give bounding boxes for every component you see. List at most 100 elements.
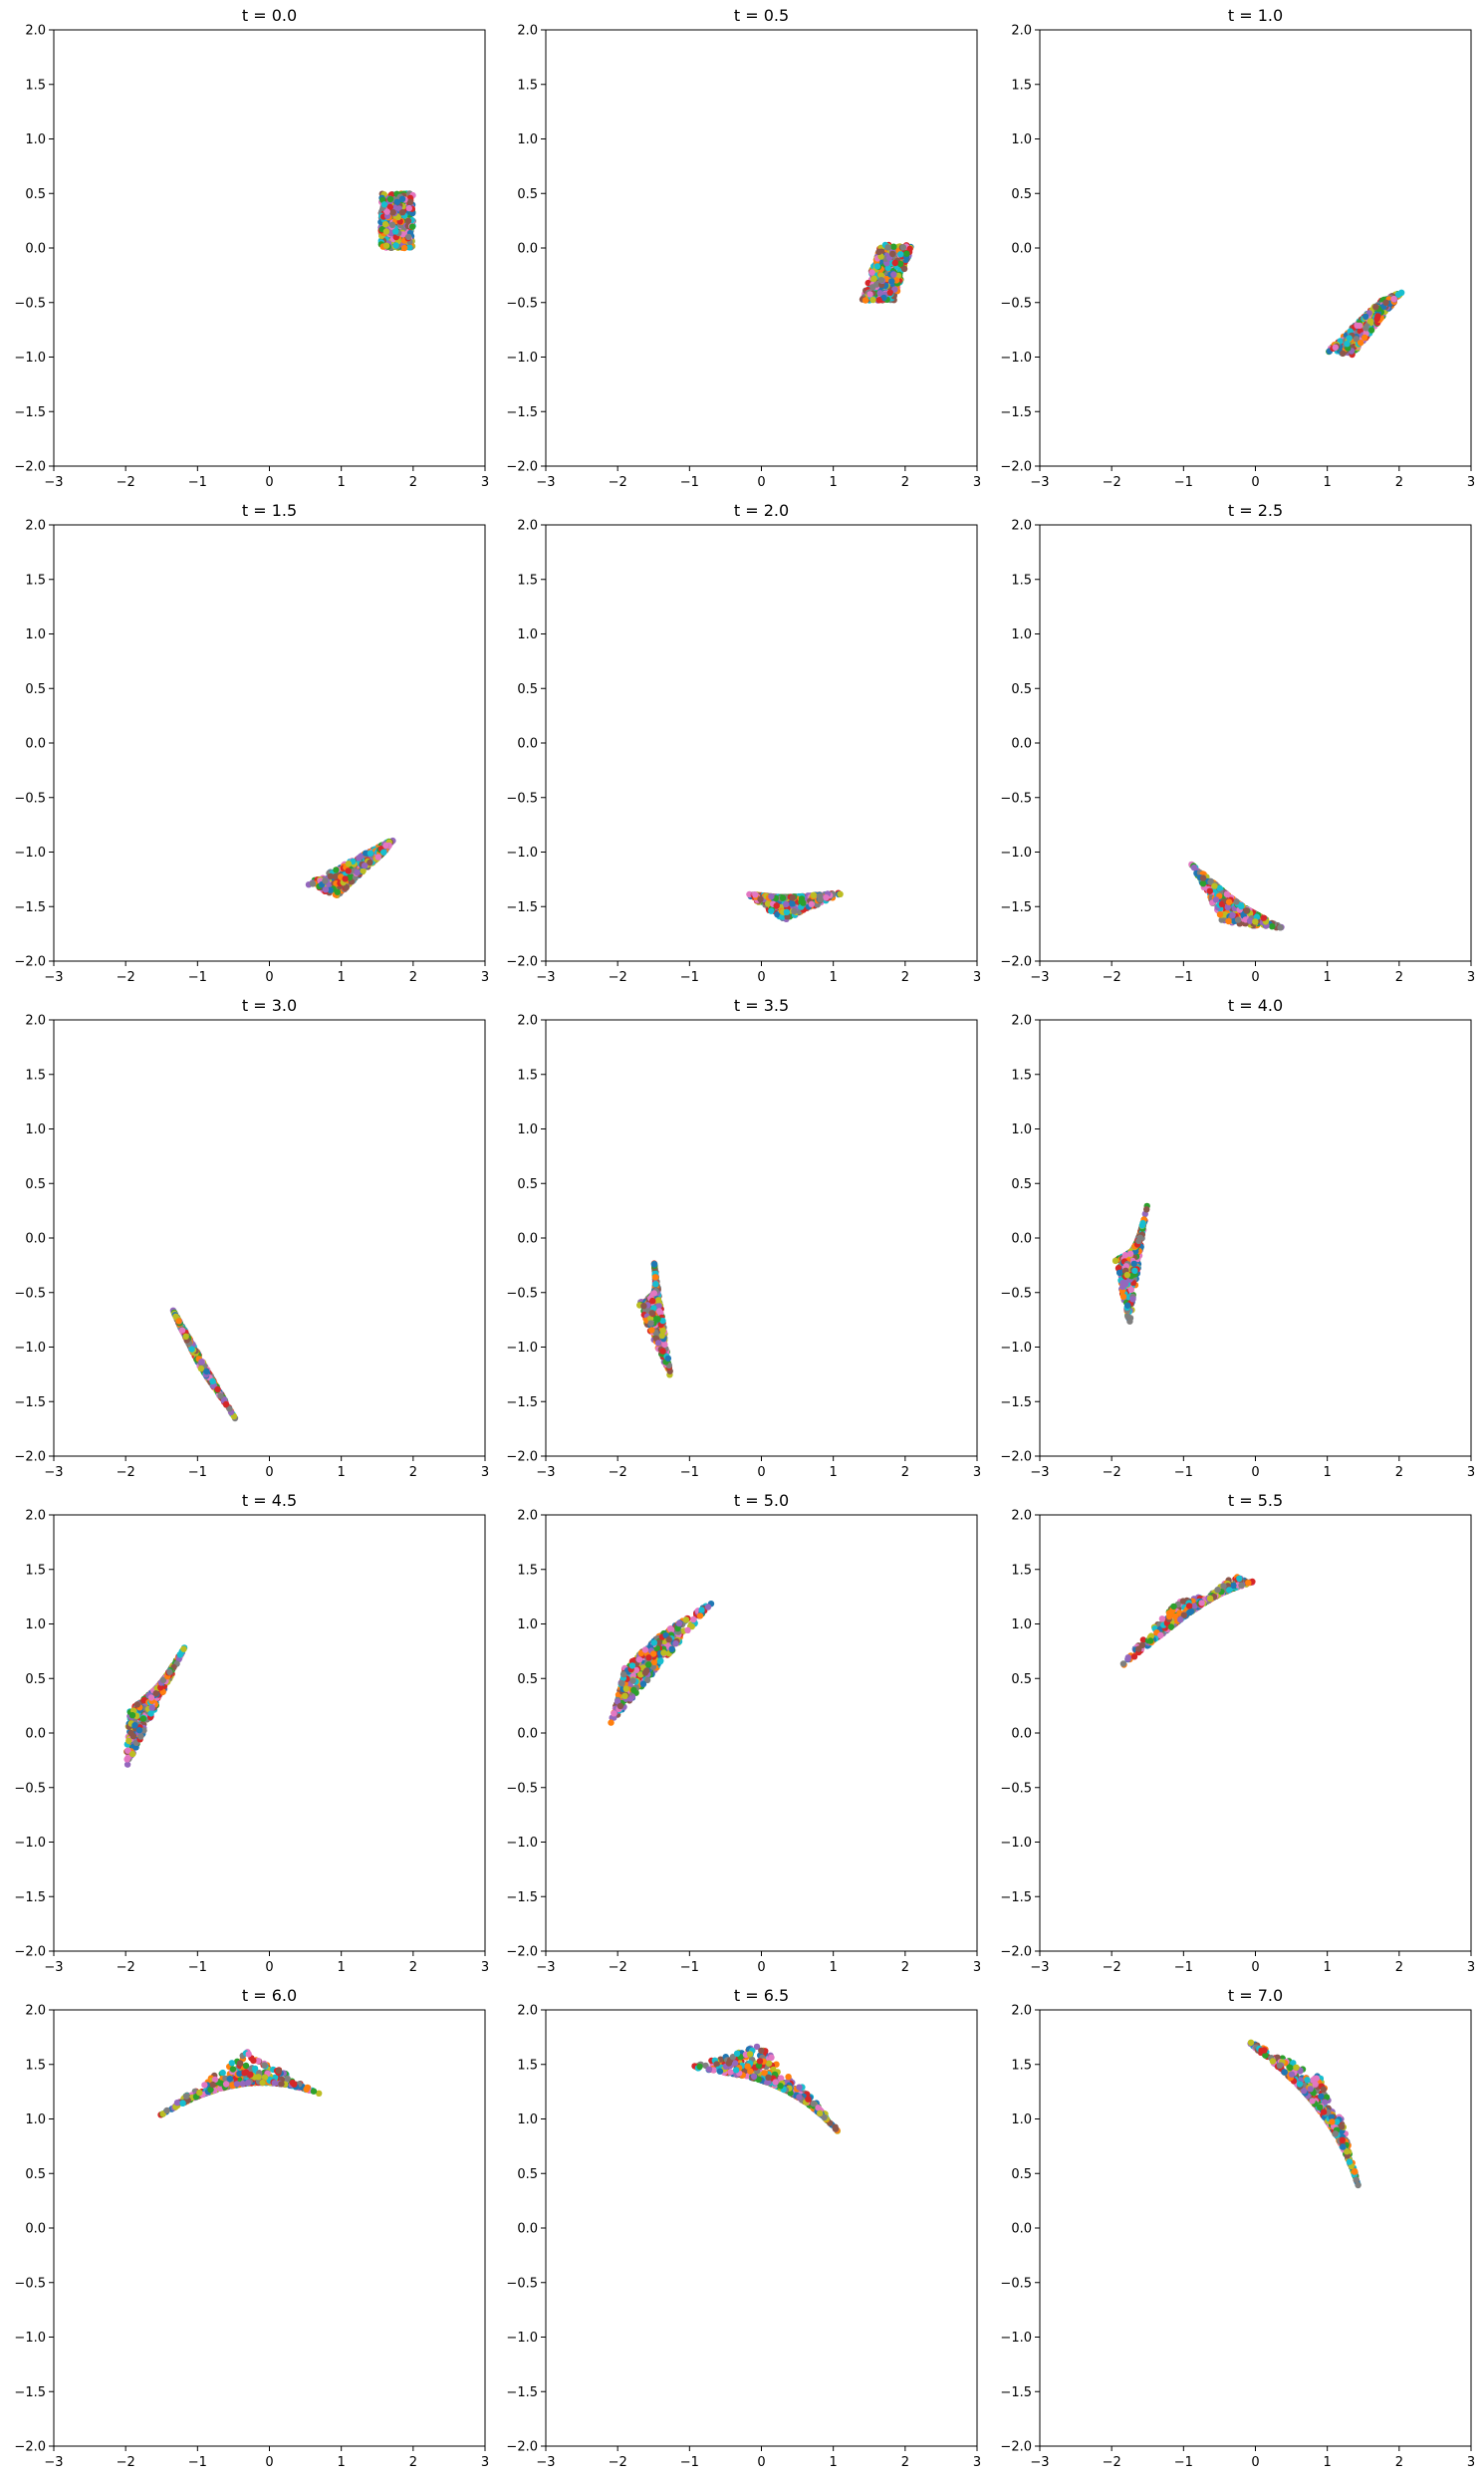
data-point (217, 1392, 224, 1399)
x-tick-label: 2 (409, 1960, 417, 1975)
data-point (650, 1639, 658, 1646)
data-point (386, 195, 394, 203)
data-point (345, 868, 352, 874)
y-tick-label: −1.5 (1000, 1395, 1032, 1410)
y-tick-label: 0.5 (1011, 682, 1032, 697)
data-point (405, 204, 412, 212)
data-point (837, 890, 844, 897)
y-tick-label: 1.0 (25, 1617, 46, 1632)
data-point (1332, 344, 1340, 351)
axes-frame (545, 1514, 978, 1952)
data-point (800, 899, 807, 906)
y-tick-label: −2.0 (14, 460, 46, 475)
data-point (897, 251, 904, 258)
data-point (125, 1737, 132, 1745)
data-point (380, 201, 388, 208)
x-tick-label: 3 (1467, 1465, 1475, 1480)
axes-frame (53, 29, 486, 467)
x-tick-label: 1 (338, 1465, 346, 1480)
data-point (823, 894, 830, 901)
subplot-title: t = 2.0 (734, 501, 789, 520)
data-point (392, 228, 399, 235)
subplot-title: t = 1.5 (242, 501, 297, 520)
y-tick-label: −2.0 (14, 1945, 46, 1960)
data-point (903, 250, 910, 257)
data-point (309, 880, 317, 887)
axes-frame (53, 1514, 486, 1952)
y-tick-label: −0.5 (1000, 1286, 1032, 1301)
y-tick-label: −1.0 (506, 351, 538, 366)
data-point (367, 859, 373, 867)
data-point (1390, 295, 1397, 303)
scatter-points (746, 889, 844, 922)
data-point (650, 1261, 658, 1268)
data-point (374, 854, 381, 861)
data-point (1211, 882, 1218, 889)
scatter-points (636, 1260, 673, 1378)
x-tick-label: −2 (1103, 970, 1121, 985)
data-point (862, 297, 869, 304)
x-tick-label: 2 (901, 475, 909, 490)
data-point (1112, 1257, 1119, 1265)
data-point (408, 223, 416, 230)
y-tick-label: −1.5 (14, 1395, 46, 1410)
x-tick-label: −3 (536, 1960, 555, 1975)
data-point (1344, 341, 1351, 348)
data-point (628, 1662, 636, 1669)
data-point (392, 242, 399, 249)
y-tick-label: −0.5 (1000, 791, 1032, 806)
data-point (1124, 1313, 1131, 1321)
y-tick-label: 0.5 (517, 1177, 538, 1192)
subplot-4: t = 1.5−3 −2 −1 0 1 2 3−2.0−1.5−1.0−0.50.00.51… (14, 501, 489, 985)
y-tick-label: 0.0 (517, 242, 538, 257)
data-point (791, 907, 798, 915)
data-point (203, 1367, 210, 1375)
y-tick-label: −0.5 (506, 1286, 538, 1301)
data-point (1346, 335, 1353, 342)
data-point (1260, 914, 1268, 921)
data-point (622, 1685, 629, 1692)
data-point (148, 1704, 155, 1711)
data-point (659, 1348, 666, 1355)
x-tick-label: 2 (901, 1465, 909, 1480)
data-point (779, 894, 787, 901)
data-point (900, 265, 908, 273)
y-tick-label: −0.5 (14, 1781, 46, 1796)
x-tick-label: −3 (1030, 970, 1049, 985)
data-point (137, 1733, 144, 1740)
subplot-title: t = 0.0 (242, 6, 297, 25)
y-tick-label: 2.0 (25, 1509, 46, 1524)
x-tick-label: 2 (409, 475, 417, 490)
data-point (128, 1712, 136, 1719)
x-tick-label: −3 (44, 970, 63, 985)
y-tick-label: 0.5 (25, 1672, 46, 1687)
data-point (1135, 1237, 1142, 1245)
x-tick-label: 0 (757, 475, 765, 490)
data-point (182, 1333, 189, 1341)
subplot-3: t = 1.0−3 −2 −1 0 1 2 3−2.0−1.5−1.0−0.50.00.51… (1000, 6, 1475, 490)
data-point (1356, 322, 1363, 330)
data-point (214, 1385, 221, 1393)
y-tick-label: 0.5 (25, 682, 46, 697)
y-tick-label: 1.5 (1011, 573, 1032, 588)
y-tick-label: −1.0 (506, 1341, 538, 1356)
data-point (890, 243, 897, 250)
data-point (388, 221, 396, 228)
y-tick-label: 2.0 (1011, 1014, 1032, 1029)
data-point (660, 1649, 667, 1656)
data-point (664, 1355, 672, 1363)
data-point (611, 1710, 618, 1717)
data-point (322, 877, 329, 884)
y-tick-label: −1.0 (506, 846, 538, 861)
data-point (209, 1377, 216, 1385)
data-point (1234, 916, 1242, 923)
x-tick-label: −2 (117, 475, 135, 490)
data-point (147, 1694, 155, 1701)
y-tick-label: 0.0 (25, 737, 46, 752)
y-tick-label: 1.5 (517, 1068, 538, 1083)
data-point (197, 1364, 205, 1372)
y-tick-label: −2.0 (14, 955, 46, 970)
scatter-points (1188, 861, 1285, 931)
y-tick-label: −1.5 (14, 1890, 46, 1905)
data-point (641, 1669, 649, 1676)
